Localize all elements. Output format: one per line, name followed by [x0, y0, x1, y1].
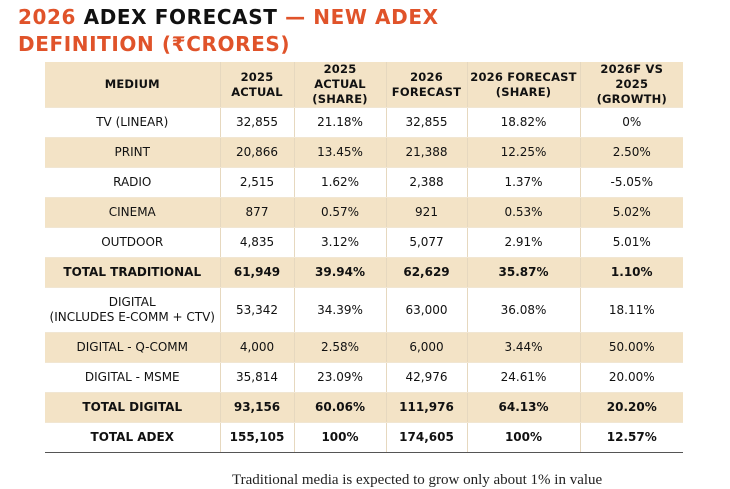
cell-2026-forecast: 5,077 [385, 227, 467, 258]
cell-2026-share: 64.13% [466, 392, 580, 423]
cell-2025-share: 0.57% [293, 197, 386, 228]
cell-2025-actual: 4,000 [219, 332, 294, 363]
table-row: RADIO 2,515 1.62% 2,388 1.37% -5.05% [45, 167, 683, 198]
cell-growth: 5.01% [579, 227, 683, 258]
cell-2025-actual: 877 [219, 197, 294, 228]
cell-2025-actual: 35,814 [219, 362, 294, 393]
cell-2026-forecast: 21,388 [385, 137, 467, 168]
cell-2026-share: 2.91% [466, 227, 580, 258]
cell-medium: TOTAL DIGITAL [45, 392, 220, 423]
header-2026-forecast-share: 2026 FORECAST (SHARE) [466, 62, 580, 108]
cell-2026-forecast: 6,000 [385, 332, 467, 363]
cell-2025-actual: 20,866 [219, 137, 294, 168]
header-growth: 2026F VS 2025 (GROWTH) [579, 62, 683, 108]
header-medium: MEDIUM [45, 62, 220, 108]
cell-2026-forecast: 111,976 [385, 392, 467, 423]
cell-medium: TOTAL TRADITIONAL [45, 257, 220, 288]
page-title: 2026 ADEX FORECAST — NEW ADEX DEFINITION… [18, 4, 718, 58]
cell-medium: DIGITAL (INCLUDES E-COMM + CTV) [45, 287, 220, 333]
cell-medium: TOTAL ADEX [45, 422, 220, 453]
title-suffix: — NEW ADEX [277, 5, 439, 29]
table-row-total-digital: TOTAL DIGITAL 93,156 60.06% 111,976 64.13% 20… [45, 392, 683, 423]
cell-2026-share: 1.37% [466, 167, 580, 198]
cell-2025-share: 13.45% [293, 137, 386, 168]
cell-2025-share: 3.12% [293, 227, 386, 258]
cell-2026-forecast: 63,000 [385, 287, 467, 333]
title-main: ADEX FORECAST [83, 5, 278, 29]
cell-2025-actual: 53,342 [219, 287, 294, 333]
table-row: DIGITAL (INCLUDES E-COMM + CTV) 53,342 34.3… [45, 287, 683, 333]
table-row: TV (LINEAR) 32,855 21.18% 32,855 18.82% 0% [45, 107, 683, 138]
cell-medium: OUTDOOR [45, 227, 220, 258]
cell-2026-share: 18.82% [466, 107, 580, 138]
cell-2025-actual: 93,156 [219, 392, 294, 423]
cell-medium: DIGITAL - Q-COMM [45, 332, 220, 363]
cell-medium: RADIO [45, 167, 220, 198]
cell-2025-share: 23.09% [293, 362, 386, 393]
cell-growth: 18.11% [579, 287, 683, 333]
table-row: DIGITAL - MSME 35,814 23.09% 42,976 24.61% 20… [45, 362, 683, 393]
header-2026-forecast: 2026 FORECAST [385, 62, 467, 108]
cell-2025-actual: 155,105 [219, 422, 294, 453]
adex-forecast-table: MEDIUM 2025 ACTUAL 2025 ACTUAL (SHARE) 202… [45, 62, 683, 453]
cell-2025-share: 100% [293, 422, 386, 453]
cell-growth: 12.57% [579, 422, 683, 453]
cell-2026-share: 35.87% [466, 257, 580, 288]
cell-growth: 5.02% [579, 197, 683, 228]
cell-medium: CINEMA [45, 197, 220, 228]
table-row: OUTDOOR 4,835 3.12% 5,077 2.91% 5.01% [45, 227, 683, 258]
table-row-total-adex: TOTAL ADEX 155,105 100% 174,605 100% 12.57% [45, 422, 683, 453]
cell-2026-share: 3.44% [466, 332, 580, 363]
cell-2025-actual: 4,835 [219, 227, 294, 258]
cell-growth: 0% [579, 107, 683, 138]
header-2025-actual: 2025 ACTUAL [219, 62, 294, 108]
cell-2026-forecast: 2,388 [385, 167, 467, 198]
cell-growth: -5.05% [579, 167, 683, 198]
header-2025-actual-share: 2025 ACTUAL (SHARE) [293, 62, 386, 108]
cell-medium: TV (LINEAR) [45, 107, 220, 138]
cell-2026-share: 36.08% [466, 287, 580, 333]
cell-2025-share: 39.94% [293, 257, 386, 288]
cell-2025-actual: 61,949 [219, 257, 294, 288]
cell-2025-actual: 32,855 [219, 107, 294, 138]
title-year: 2026 [18, 5, 84, 29]
cell-2025-share: 21.18% [293, 107, 386, 138]
cell-2026-forecast: 921 [385, 197, 467, 228]
cell-2025-share: 60.06% [293, 392, 386, 423]
cell-growth: 2.50% [579, 137, 683, 168]
table-row: DIGITAL - Q-COMM 4,000 2.58% 6,000 3.44% 50.0… [45, 332, 683, 363]
body-text: Traditional media is expected to grow on… [232, 472, 603, 488]
title-line-2: DEFINITION (₹CRORES) [18, 32, 291, 56]
cell-2026-share: 24.61% [466, 362, 580, 393]
table-header-row: MEDIUM 2025 ACTUAL 2025 ACTUAL (SHARE) 202… [45, 62, 683, 108]
cell-2026-forecast: 174,605 [385, 422, 467, 453]
cell-2025-share: 34.39% [293, 287, 386, 333]
cell-2025-share: 1.62% [293, 167, 386, 198]
cell-2026-share: 0.53% [466, 197, 580, 228]
cell-medium: PRINT [45, 137, 220, 168]
cell-2026-share: 100% [466, 422, 580, 453]
cell-2025-actual: 2,515 [219, 167, 294, 198]
cell-2025-share: 2.58% [293, 332, 386, 363]
cell-growth: 50.00% [579, 332, 683, 363]
cell-2026-share: 12.25% [466, 137, 580, 168]
cell-2026-forecast: 62,629 [385, 257, 467, 288]
cell-medium: DIGITAL - MSME [45, 362, 220, 393]
table-row: PRINT 20,866 13.45% 21,388 12.25% 2.50% [45, 137, 683, 168]
cell-growth: 1.10% [579, 257, 683, 288]
cell-growth: 20.20% [579, 392, 683, 423]
table-row: CINEMA 877 0.57% 921 0.53% 5.02% [45, 197, 683, 228]
cell-growth: 20.00% [579, 362, 683, 393]
cell-2026-forecast: 42,976 [385, 362, 467, 393]
table-row-total-traditional: TOTAL TRADITIONAL 61,949 39.94% 62,629 35.87… [45, 257, 683, 288]
cell-2026-forecast: 32,855 [385, 107, 467, 138]
